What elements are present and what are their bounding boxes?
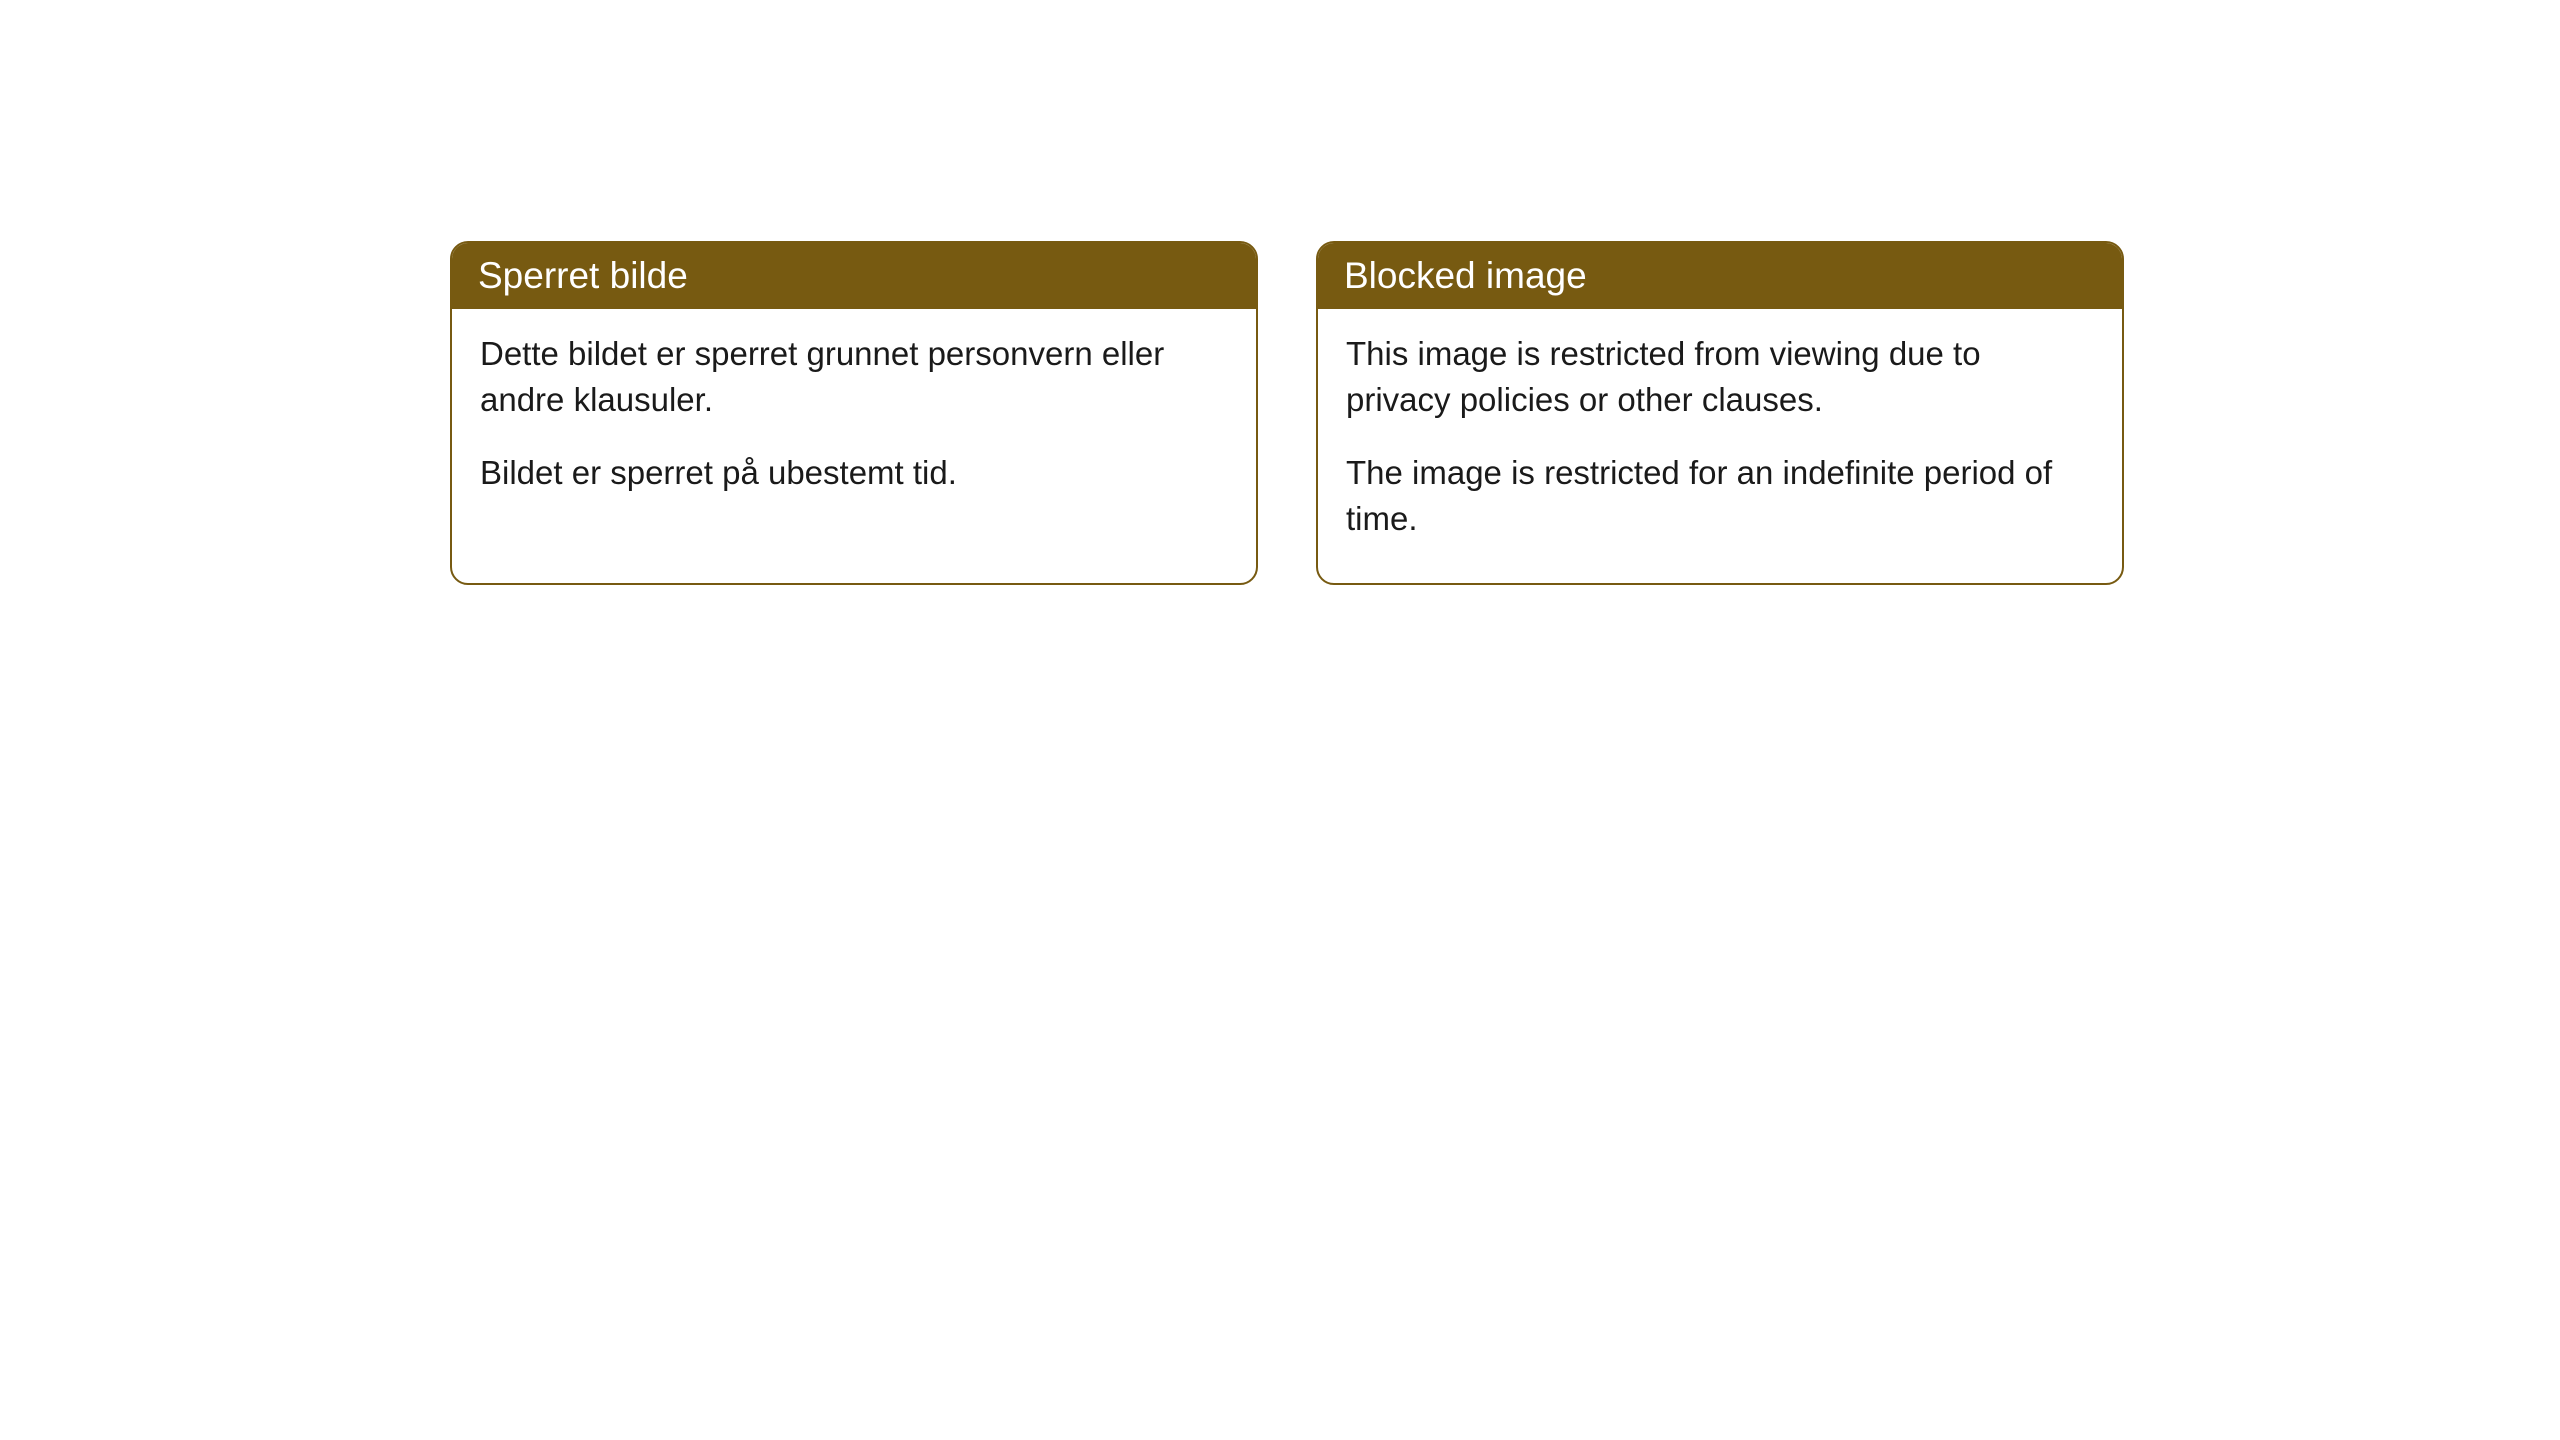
- card-paragraph-2: Bildet er sperret på ubestemt tid.: [480, 450, 1228, 496]
- card-paragraph-1: This image is restricted from viewing du…: [1346, 331, 2094, 422]
- card-paragraph-2: The image is restricted for an indefinit…: [1346, 450, 2094, 541]
- card-title: Sperret bilde: [478, 255, 688, 296]
- blocked-image-card-norwegian: Sperret bilde Dette bildet er sperret gr…: [450, 241, 1258, 585]
- card-paragraph-1: Dette bildet er sperret grunnet personve…: [480, 331, 1228, 422]
- card-body-english: This image is restricted from viewing du…: [1318, 309, 2122, 583]
- card-body-norwegian: Dette bildet er sperret grunnet personve…: [452, 309, 1256, 538]
- card-title: Blocked image: [1344, 255, 1587, 296]
- card-header-norwegian: Sperret bilde: [452, 243, 1256, 309]
- card-header-english: Blocked image: [1318, 243, 2122, 309]
- cards-container: Sperret bilde Dette bildet er sperret gr…: [0, 0, 2560, 585]
- blocked-image-card-english: Blocked image This image is restricted f…: [1316, 241, 2124, 585]
